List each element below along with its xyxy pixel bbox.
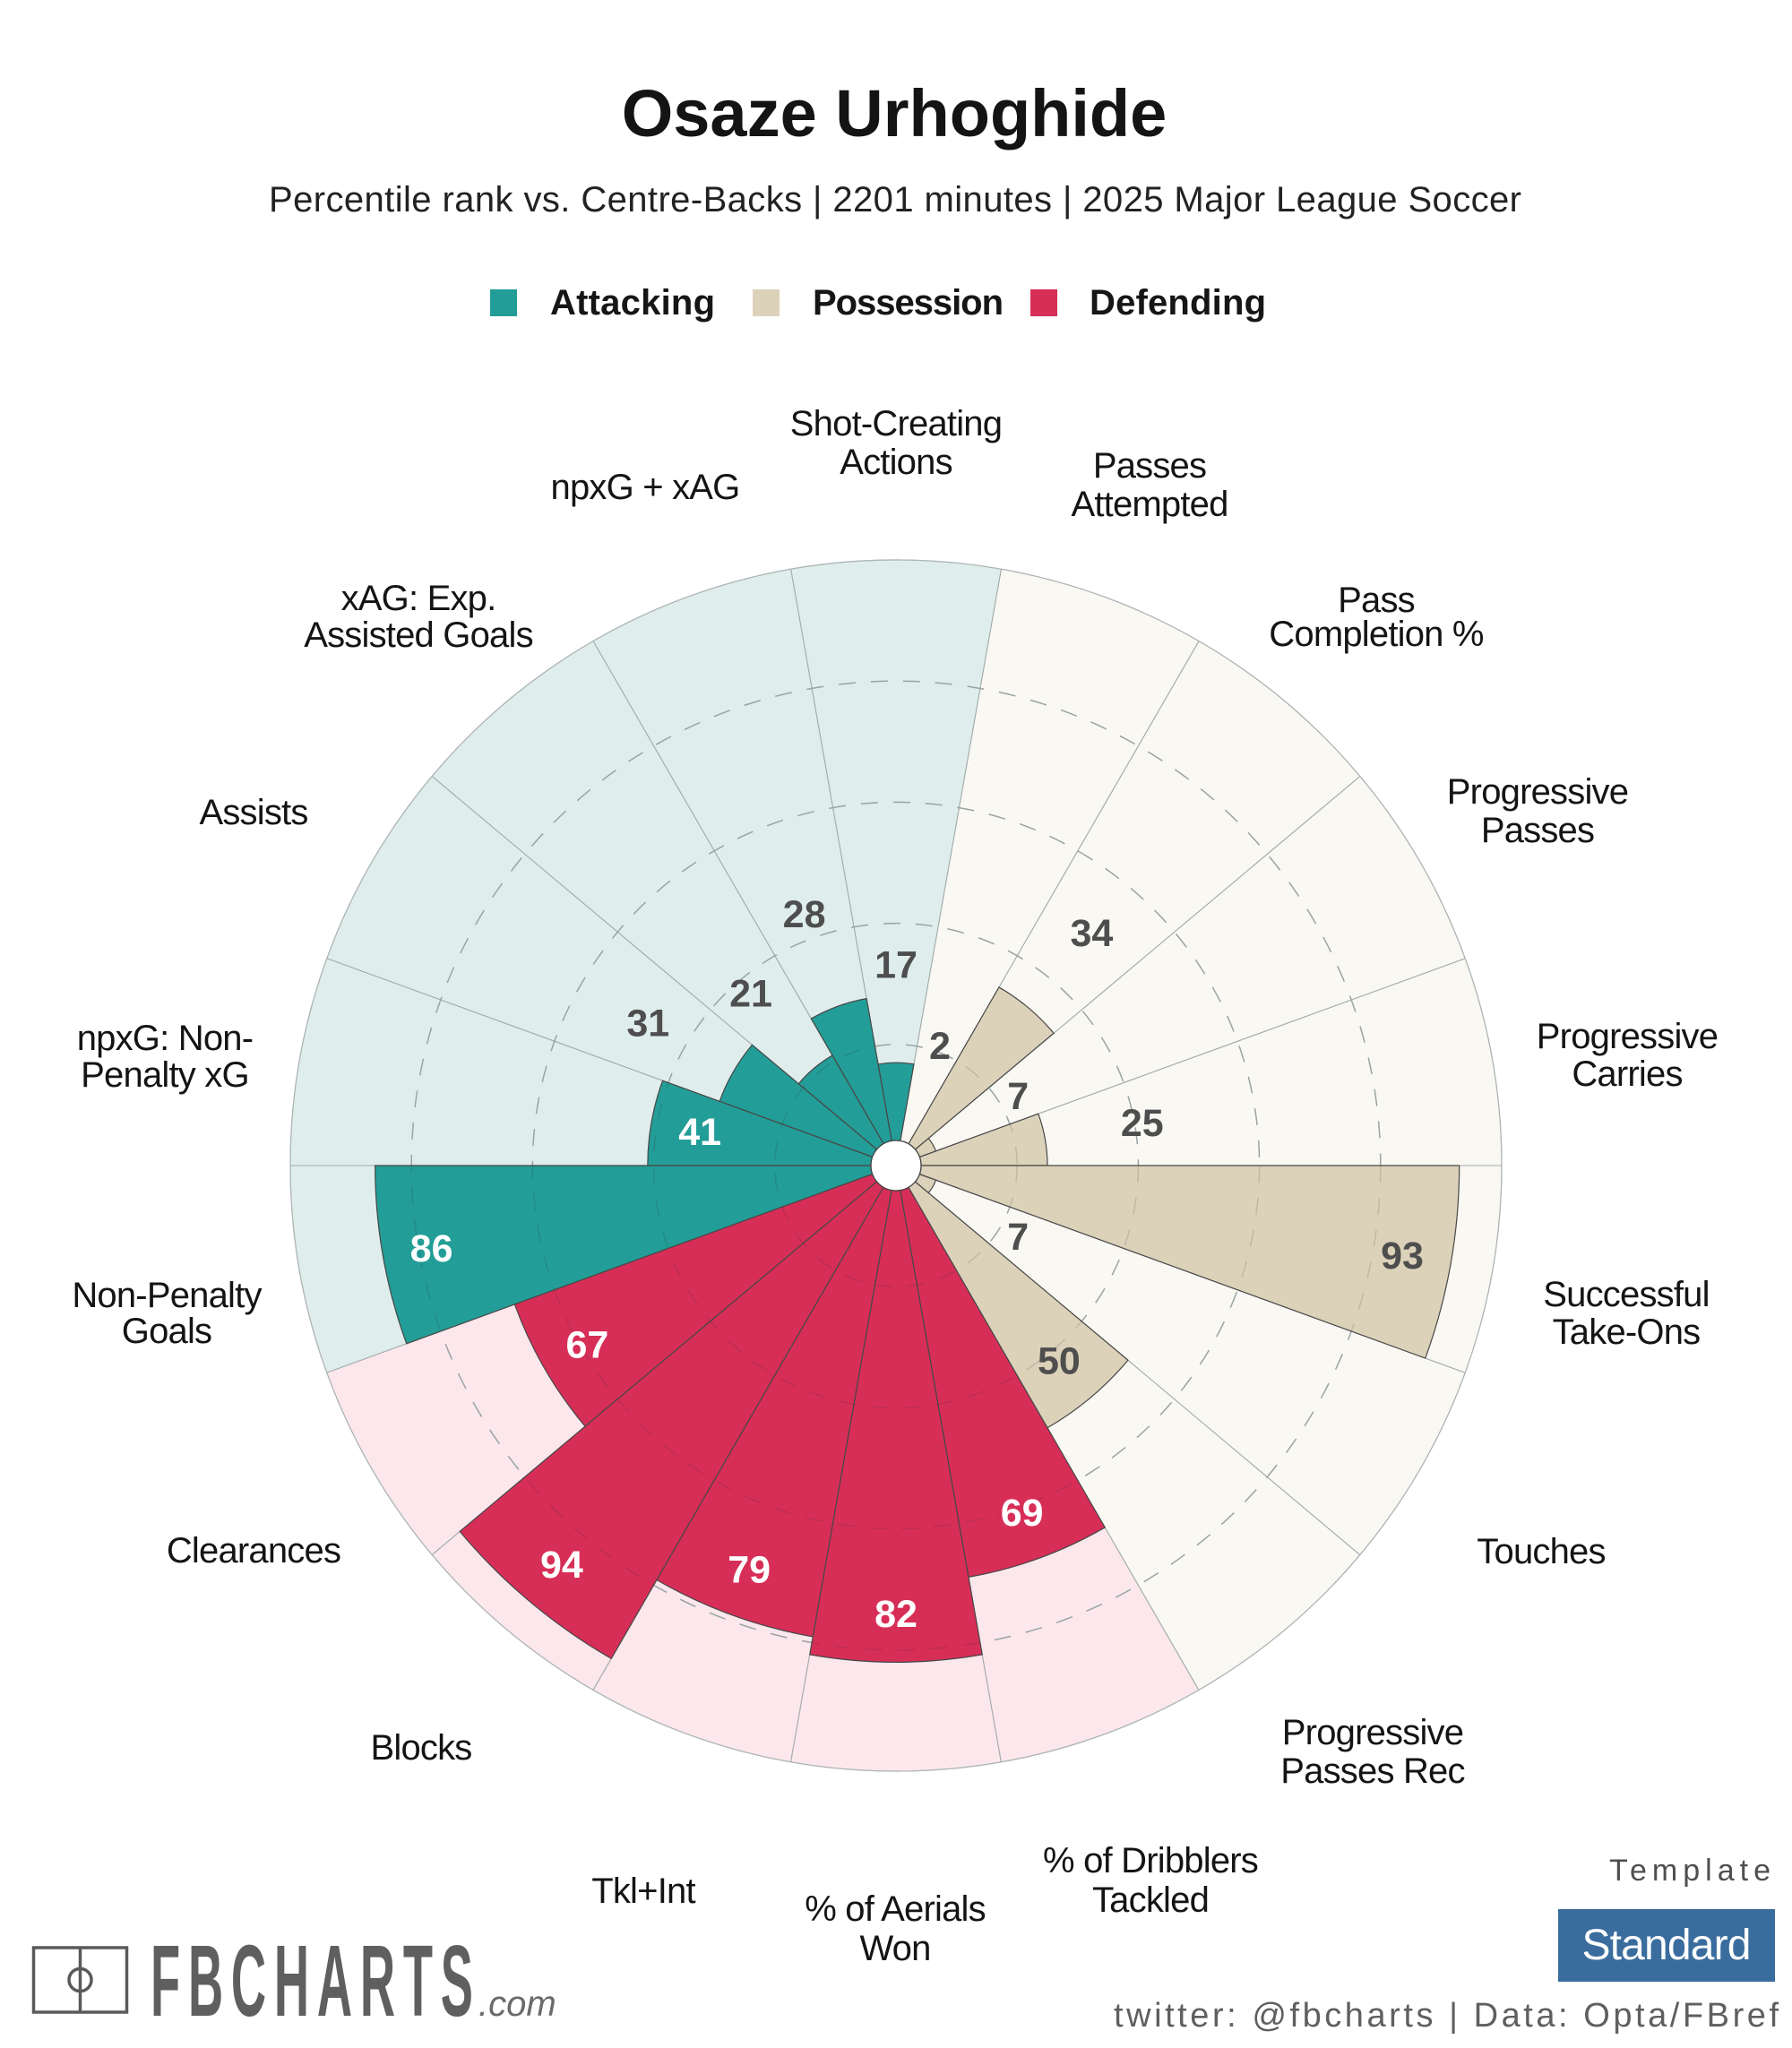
svg-text:41: 41 — [678, 1111, 721, 1154]
svg-text:28: 28 — [783, 893, 826, 936]
svg-text:Touches: Touches — [1477, 1532, 1605, 1571]
svg-text:Take-Ons: Take-Ons — [1553, 1312, 1701, 1352]
svg-text:Pass: Pass — [1338, 581, 1415, 620]
svg-text:50: 50 — [1038, 1339, 1081, 1382]
svg-text:npxG: Non-: npxG: Non- — [77, 1019, 254, 1058]
svg-text:82: 82 — [874, 1593, 918, 1636]
svg-text:7: 7 — [1007, 1216, 1029, 1259]
svg-text:Non-Penalty: Non-Penalty — [72, 1276, 262, 1315]
svg-text:31: 31 — [626, 1002, 669, 1046]
svg-text:Shot-Creating: Shot-Creating — [790, 404, 1002, 443]
svg-text:Percentile rank vs. Centre-Bac: Percentile rank vs. Centre-Backs | 2201 … — [269, 180, 1521, 219]
svg-text:Assisted Goals: Assisted Goals — [304, 615, 533, 655]
svg-text:21: 21 — [729, 973, 772, 1016]
svg-text:Passes: Passes — [1093, 446, 1206, 486]
svg-text:67: 67 — [565, 1323, 608, 1366]
svg-text:Penalty xG: Penalty xG — [81, 1055, 249, 1095]
svg-text:79: 79 — [728, 1549, 771, 1592]
svg-text:xAG: Exp.: xAG: Exp. — [341, 579, 496, 618]
svg-text:2: 2 — [929, 1025, 951, 1068]
svg-text:17: 17 — [874, 944, 918, 987]
svg-text:25: 25 — [1121, 1102, 1164, 1145]
svg-text:Assists: Assists — [199, 793, 307, 832]
svg-text:.com: .com — [478, 1984, 556, 2024]
svg-text:34: 34 — [1070, 912, 1113, 955]
svg-text:Progressive: Progressive — [1447, 772, 1628, 812]
svg-text:Actions: Actions — [840, 443, 952, 482]
svg-text:Tackled: Tackled — [1092, 1880, 1209, 1920]
svg-text:Goals: Goals — [122, 1312, 212, 1351]
svg-text:Blocks: Blocks — [370, 1728, 471, 1768]
svg-text:Osaze Urhoghide: Osaze Urhoghide — [622, 76, 1167, 151]
svg-text:Template: Template — [1609, 1854, 1770, 1888]
svg-text:Attempted: Attempted — [1071, 485, 1228, 524]
svg-text:93: 93 — [1381, 1235, 1424, 1278]
svg-text:Successful: Successful — [1543, 1275, 1709, 1314]
svg-text:Carries: Carries — [1572, 1054, 1682, 1094]
svg-text:Completion %: Completion % — [1269, 615, 1484, 654]
svg-text:Standard: Standard — [1582, 1922, 1752, 1969]
svg-text:Defending: Defending — [1090, 283, 1266, 323]
svg-text:Tkl+Int: Tkl+Int — [591, 1872, 695, 1911]
svg-text:69: 69 — [1001, 1492, 1044, 1535]
svg-text:% of Aerials: % of Aerials — [805, 1889, 986, 1929]
svg-text:Passes: Passes — [1481, 811, 1594, 850]
svg-text:Clearances: Clearances — [167, 1531, 340, 1570]
svg-text:Attacking: Attacking — [550, 283, 715, 323]
svg-text:7: 7 — [1007, 1075, 1029, 1118]
svg-text:94: 94 — [540, 1544, 583, 1587]
svg-text:% of Dribblers: % of Dribblers — [1043, 1841, 1258, 1880]
svg-text:Won: Won — [859, 1929, 930, 1968]
svg-text:Progressive: Progressive — [1282, 1713, 1463, 1752]
svg-text:Progressive: Progressive — [1537, 1017, 1718, 1056]
svg-text:npxG + xAG: npxG + xAG — [551, 468, 740, 507]
svg-text:Possession: Possession — [813, 283, 1004, 323]
svg-text:Passes Rec: Passes Rec — [1280, 1751, 1464, 1791]
svg-text:86: 86 — [410, 1227, 453, 1270]
